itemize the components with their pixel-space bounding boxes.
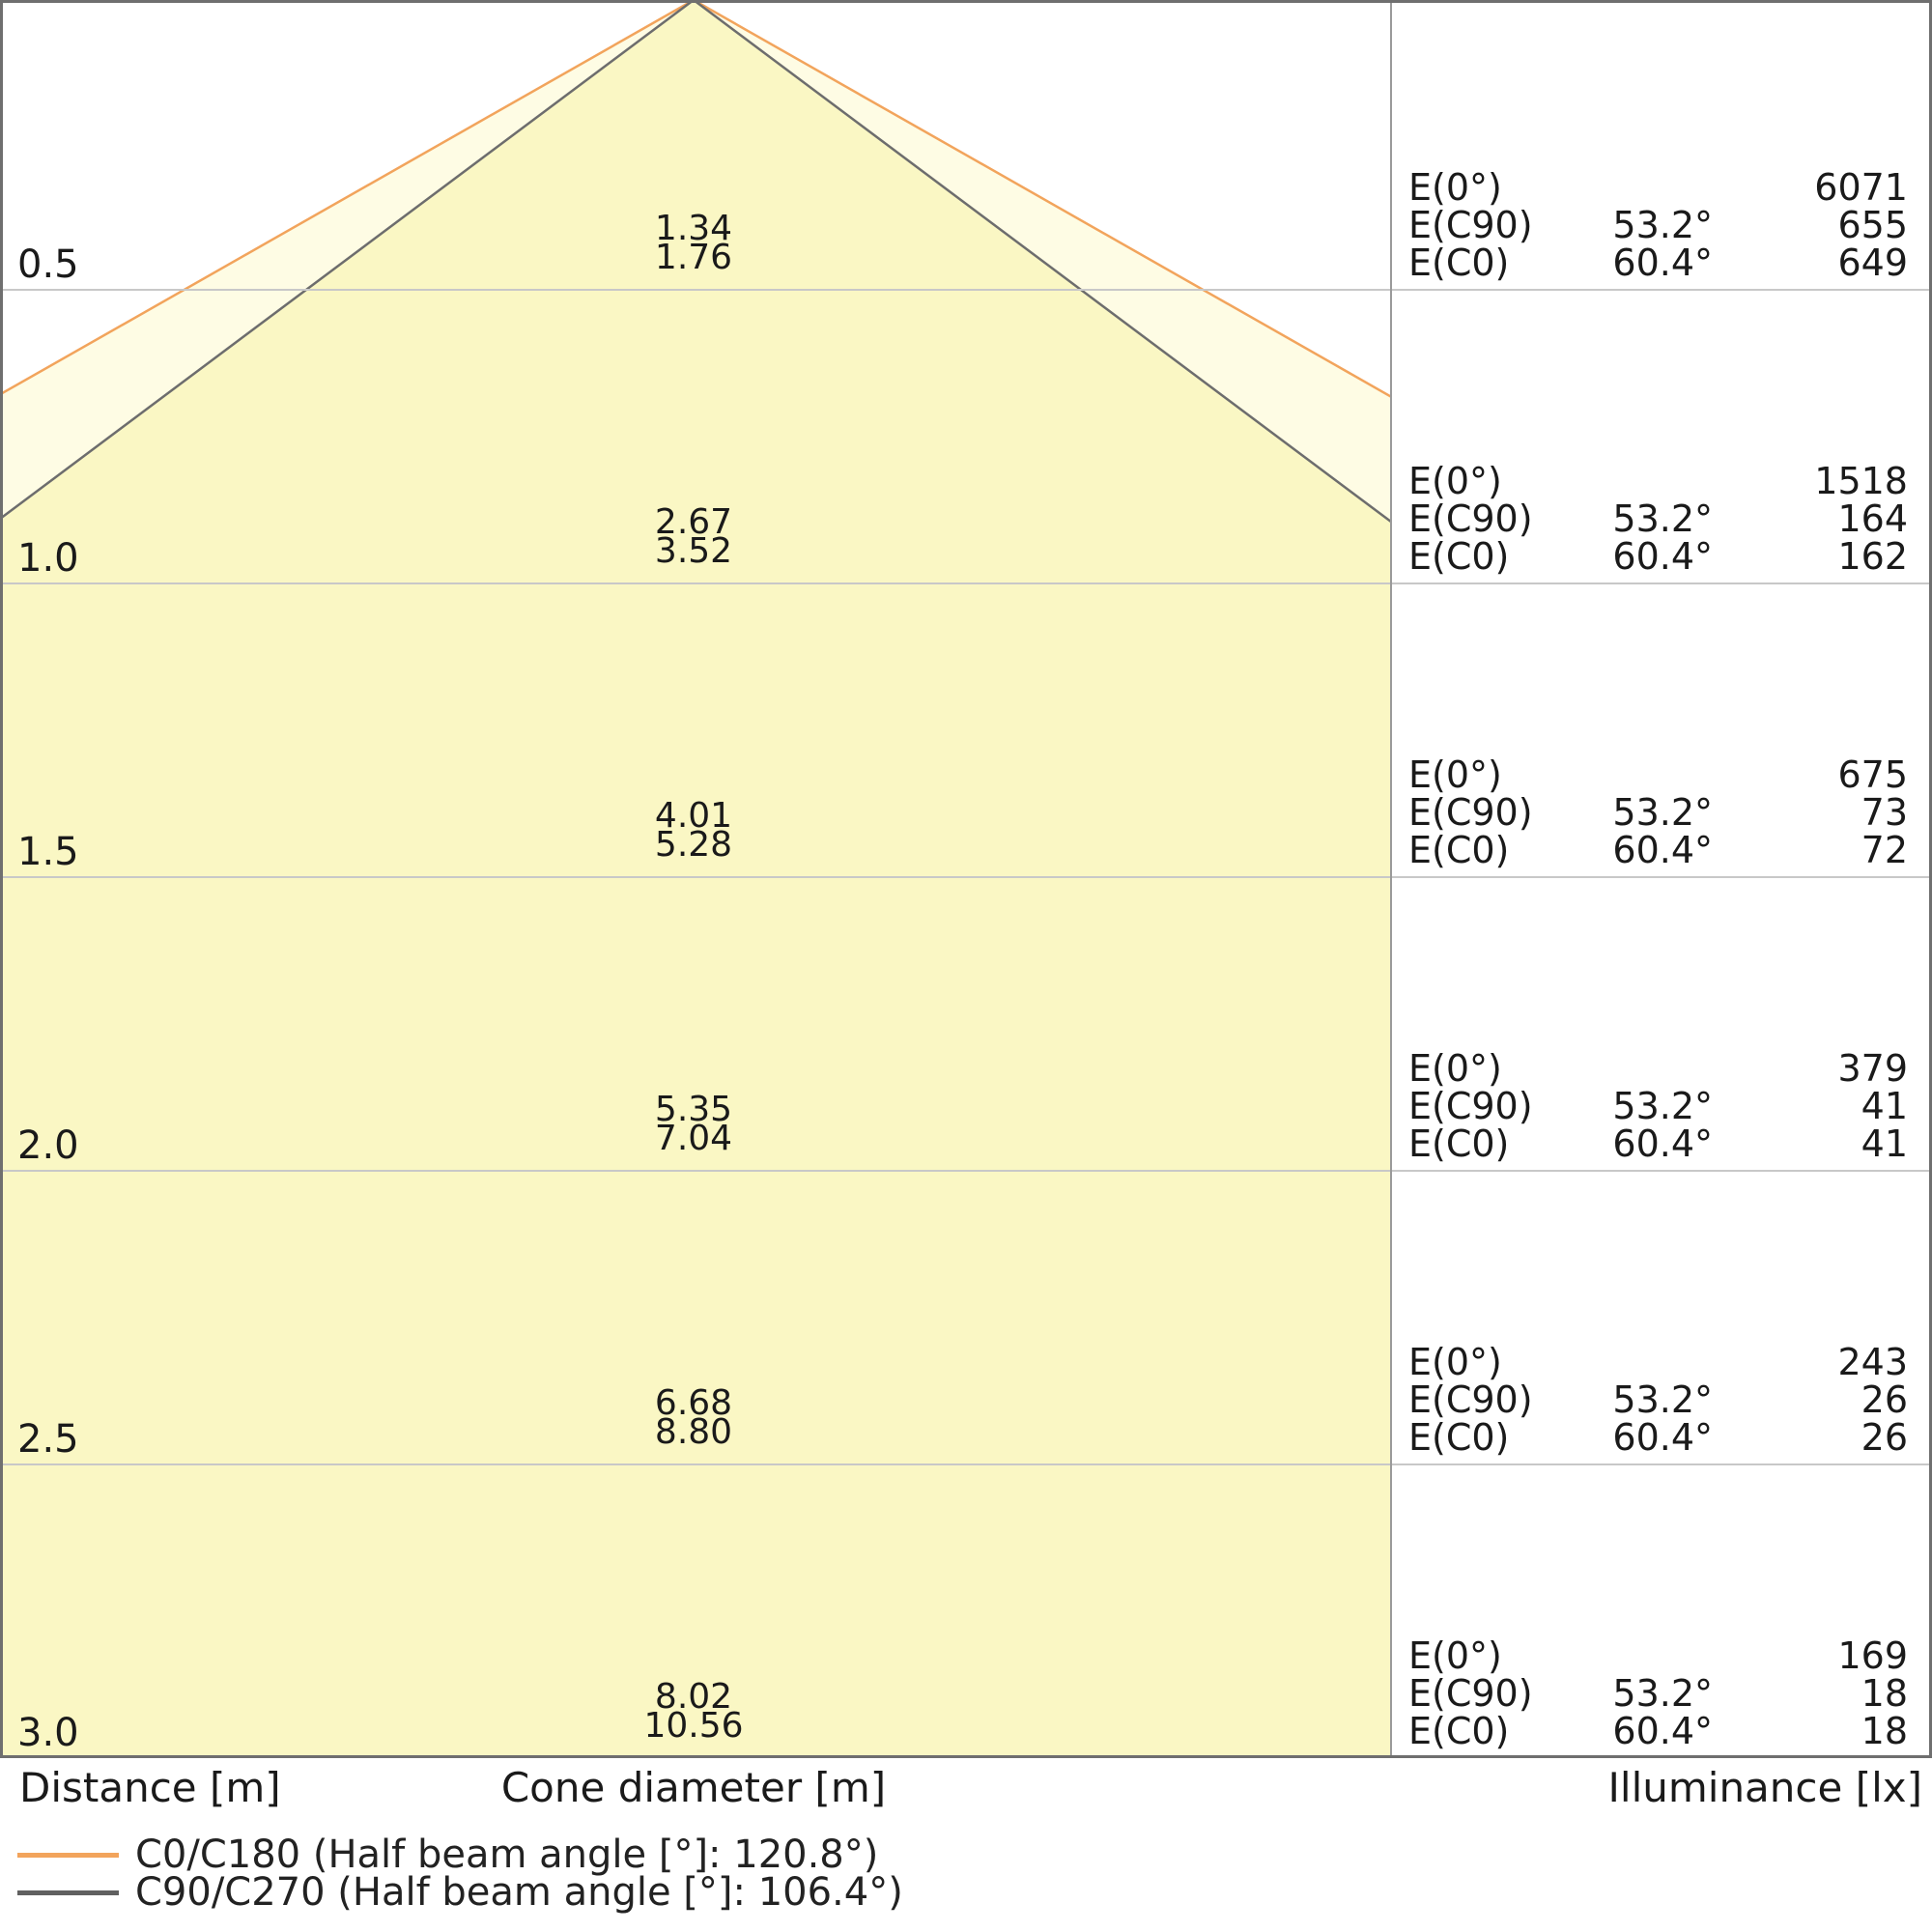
legend-label-c0-c180: C0/C180 (Half beam angle [°]: 120.8°) bbox=[135, 1833, 879, 1877]
cone-diameter-c0: 5.28 bbox=[654, 825, 733, 865]
cone-diameter-c0: 7.04 bbox=[654, 1119, 733, 1158]
cone-diameter-c90: 5.35 bbox=[654, 1090, 733, 1129]
axis-title-distance: Distance [m] bbox=[19, 1764, 281, 1811]
ec90-label: E(C90) bbox=[1408, 1085, 1533, 1127]
ec0-angle: 60.4° bbox=[1612, 242, 1713, 284]
ec90-label: E(C90) bbox=[1408, 204, 1533, 246]
ec90-angle: 53.2° bbox=[1612, 1672, 1713, 1715]
ec0-value: 162 bbox=[1837, 535, 1908, 578]
cone-diameter-c90: 2.67 bbox=[654, 502, 733, 542]
illuminance-block: E(0°) 1518 E(C90) 53.2° 164 E(C0) 60.4° 162 bbox=[1391, 463, 1932, 576]
ec0-value: 18 bbox=[1861, 1710, 1908, 1752]
e0-value: 6071 bbox=[1814, 166, 1908, 209]
cone-diameter-values: 8.02 10.56 bbox=[500, 1677, 887, 1746]
distance-label: 0.5 bbox=[17, 242, 79, 287]
e0-value: 243 bbox=[1837, 1341, 1908, 1383]
cone-diameter-c90: 1.34 bbox=[654, 209, 733, 248]
ec90-value: 73 bbox=[1861, 791, 1908, 834]
ec90-value: 655 bbox=[1837, 204, 1908, 246]
ec90-label: E(C90) bbox=[1408, 791, 1533, 834]
ec90-label: E(C90) bbox=[1408, 1672, 1533, 1715]
cone-diameter-c0: 10.56 bbox=[643, 1706, 744, 1746]
illuminance-block: E(0°) 6071 E(C90) 53.2° 655 E(C0) 60.4° 649 bbox=[1391, 169, 1932, 282]
ec0-value: 649 bbox=[1837, 242, 1908, 284]
ec0-angle: 60.4° bbox=[1612, 1416, 1713, 1459]
e0-label: E(0°) bbox=[1408, 753, 1502, 796]
axis-title-illuminance: Illuminance [lx] bbox=[1607, 1764, 1922, 1811]
e0-value: 1518 bbox=[1814, 460, 1908, 502]
c90-c270-cone bbox=[0, 0, 1391, 1758]
cone-diameter-values: 1.34 1.76 bbox=[500, 209, 887, 277]
distance-label: 1.5 bbox=[17, 830, 79, 874]
cone-diameter-c90: 4.01 bbox=[654, 796, 733, 836]
e0-label: E(0°) bbox=[1408, 460, 1502, 502]
ec90-value: 26 bbox=[1861, 1378, 1908, 1421]
ec90-label: E(C90) bbox=[1408, 497, 1533, 540]
ec90-value: 164 bbox=[1837, 497, 1908, 540]
ec0-label: E(C0) bbox=[1408, 535, 1510, 578]
cone-diameter-c0: 8.80 bbox=[654, 1412, 733, 1452]
e0-label: E(0°) bbox=[1408, 1341, 1502, 1383]
distance-label: 3.0 bbox=[17, 1711, 79, 1755]
e0-label: E(0°) bbox=[1408, 1634, 1502, 1677]
distance-label: 2.5 bbox=[17, 1417, 79, 1462]
ec0-value: 41 bbox=[1861, 1122, 1908, 1165]
distance-label: 1.0 bbox=[17, 536, 79, 581]
ec90-angle: 53.2° bbox=[1612, 497, 1713, 540]
ec0-label: E(C0) bbox=[1408, 242, 1510, 284]
cone-diameter-c90: 8.02 bbox=[654, 1677, 733, 1717]
ec0-angle: 60.4° bbox=[1612, 535, 1713, 578]
cone-diameter-values: 5.35 7.04 bbox=[500, 1090, 887, 1158]
e0-label: E(0°) bbox=[1408, 1047, 1502, 1090]
axis-title-cone-diameter: Cone diameter [m] bbox=[500, 1764, 887, 1811]
legend-label-c90-c270: C90/C270 (Half beam angle [°]: 106.4°) bbox=[135, 1870, 903, 1915]
cone-diameter-c90: 6.68 bbox=[654, 1383, 733, 1423]
legend-swatch-c0-c180 bbox=[17, 1853, 119, 1858]
ec90-angle: 53.2° bbox=[1612, 1085, 1713, 1127]
ec0-label: E(C0) bbox=[1408, 829, 1510, 871]
e0-label: E(0°) bbox=[1408, 166, 1502, 209]
ec0-label: E(C0) bbox=[1408, 1122, 1510, 1165]
ec90-angle: 53.2° bbox=[1612, 204, 1713, 246]
illuminance-block: E(0°) 675 E(C90) 53.2° 73 E(C0) 60.4° 72 bbox=[1391, 756, 1932, 869]
e0-value: 169 bbox=[1837, 1634, 1908, 1677]
cone-diameter-values: 2.67 3.52 bbox=[500, 502, 887, 571]
cone-diameter-values: 4.01 5.28 bbox=[500, 796, 887, 865]
cone-diameter-values: 6.68 8.80 bbox=[500, 1383, 887, 1452]
illuminance-block: E(0°) 169 E(C90) 53.2° 18 E(C0) 60.4° 18 bbox=[1391, 1637, 1932, 1750]
e0-value: 379 bbox=[1837, 1047, 1908, 1090]
e0-value: 675 bbox=[1837, 753, 1908, 796]
ec0-angle: 60.4° bbox=[1612, 1122, 1713, 1165]
cone-diameter-c0: 3.52 bbox=[654, 531, 733, 571]
illuminance-block: E(0°) 243 E(C90) 53.2° 26 E(C0) 60.4° 26 bbox=[1391, 1344, 1932, 1457]
chart-border bbox=[0, 0, 1932, 1758]
distance-gridlines bbox=[0, 289, 1932, 1465]
ec0-angle: 60.4° bbox=[1612, 1710, 1713, 1752]
ec90-label: E(C90) bbox=[1408, 1378, 1533, 1421]
ec0-value: 72 bbox=[1861, 829, 1908, 871]
ec0-angle: 60.4° bbox=[1612, 829, 1713, 871]
ec90-value: 18 bbox=[1861, 1672, 1908, 1715]
illuminance-block: E(0°) 379 E(C90) 53.2° 41 E(C0) 60.4° 41 bbox=[1391, 1050, 1932, 1163]
cone-chart-canvas bbox=[0, 0, 1932, 1758]
legend-swatch-c90-c270 bbox=[17, 1890, 119, 1895]
ec0-label: E(C0) bbox=[1408, 1710, 1510, 1752]
ec90-angle: 53.2° bbox=[1612, 791, 1713, 834]
distance-label: 2.0 bbox=[17, 1123, 79, 1168]
ec0-value: 26 bbox=[1861, 1416, 1908, 1459]
ec0-label: E(C0) bbox=[1408, 1416, 1510, 1459]
ec90-angle: 53.2° bbox=[1612, 1378, 1713, 1421]
ec90-value: 41 bbox=[1861, 1085, 1908, 1127]
cone-diameter-c0: 1.76 bbox=[654, 238, 733, 277]
